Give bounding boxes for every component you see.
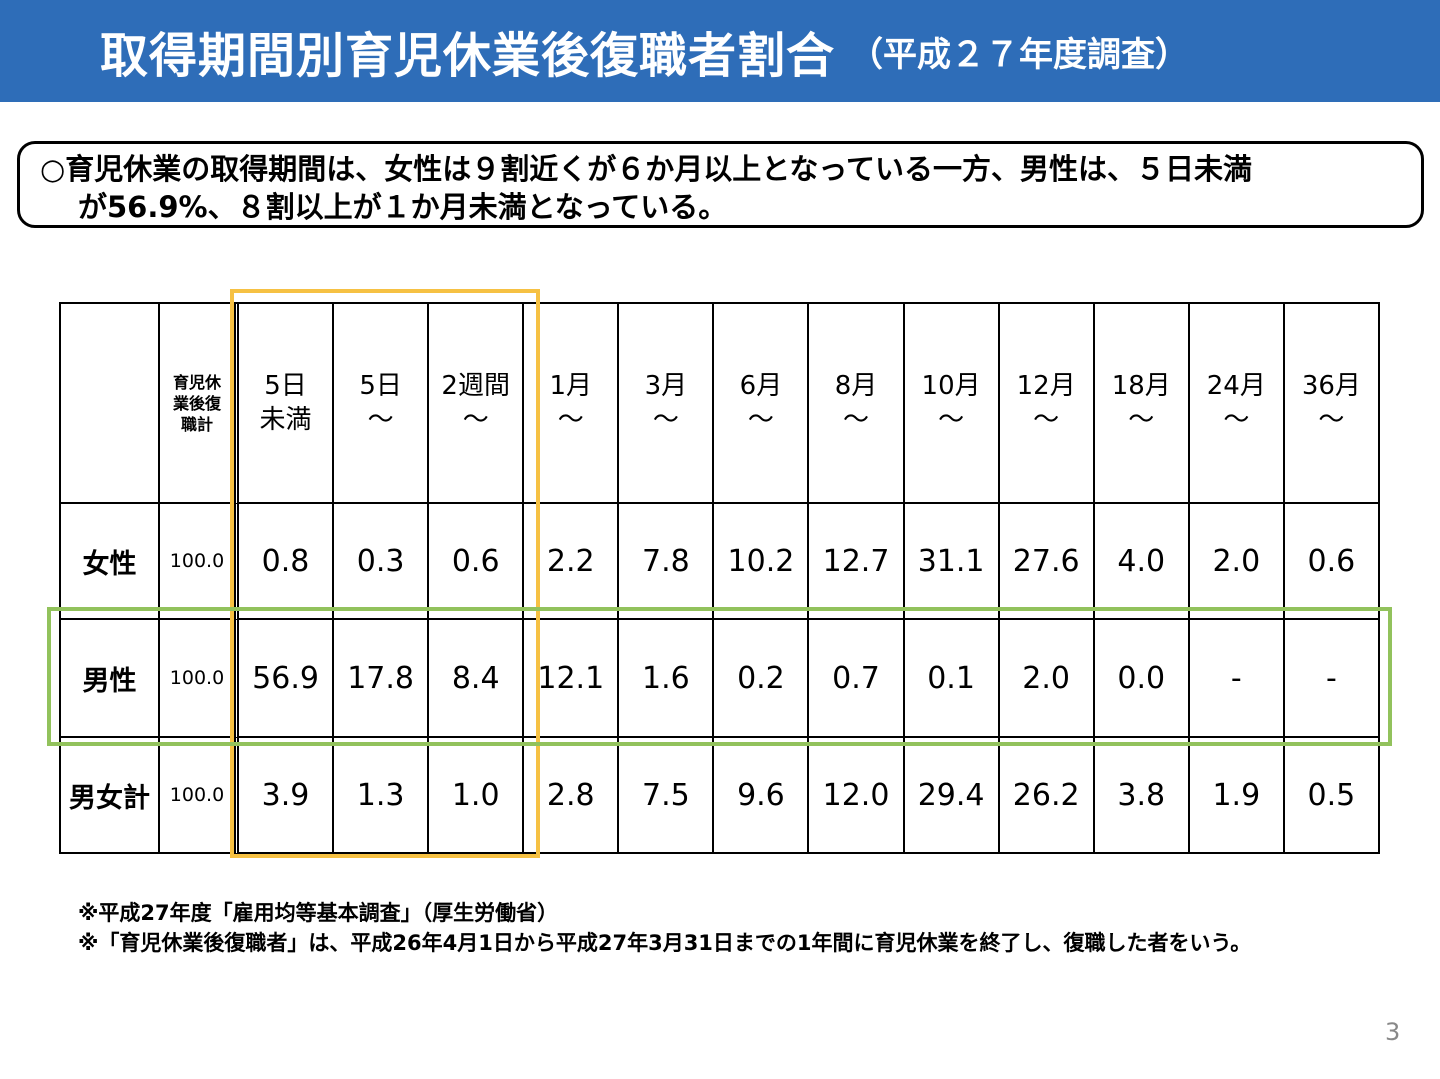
page-number: 3 bbox=[1385, 1018, 1401, 1046]
period-header-line: 18月 bbox=[1111, 371, 1171, 401]
period-header-line: 〜 bbox=[747, 405, 774, 435]
period-header-line: 5日 bbox=[264, 371, 307, 401]
period-header-line: 8月 bbox=[834, 371, 878, 401]
title-bar: 取得期間別育児休業後復職者割合 （平成２７年度調査） bbox=[0, 0, 1440, 102]
period-header: 6月〜 bbox=[714, 304, 810, 504]
period-header: 3月〜 bbox=[619, 304, 715, 504]
value-cell: 10.2 bbox=[714, 504, 810, 620]
value-cell: 7.8 bbox=[619, 504, 715, 620]
summary-box: ○育児休業の取得期間は、女性は９割近くが６か月以上となっている一方、男性は、５日… bbox=[17, 141, 1424, 228]
value-cell: - bbox=[1189, 620, 1285, 738]
value-cell: 29.4 bbox=[904, 738, 1000, 854]
value-cell: 0.2 bbox=[714, 620, 810, 738]
period-header-line: 未満 bbox=[259, 405, 312, 435]
period-header-line: 6月 bbox=[739, 371, 783, 401]
period-header-line: 36月 bbox=[1301, 371, 1361, 401]
summary-line-1: ○育児休業の取得期間は、女性は９割近くが６か月以上となっている一方、男性は、５日… bbox=[40, 152, 1252, 186]
value-cell: 0.6 bbox=[1284, 504, 1380, 620]
period-header: 18月〜 bbox=[1094, 304, 1190, 504]
period-header-line: 〜 bbox=[1033, 405, 1060, 435]
row-total: 100.0 bbox=[160, 504, 239, 620]
value-cell: 0.3 bbox=[334, 504, 430, 620]
male-row-highlight bbox=[47, 607, 1392, 746]
total-header-line: 業後復 bbox=[172, 393, 221, 413]
value-cell: 2.2 bbox=[524, 504, 620, 620]
value-cell: 26.2 bbox=[999, 738, 1095, 854]
period-header: 8月〜 bbox=[809, 304, 905, 504]
page-subtitle: （平成２７年度調査） bbox=[849, 34, 1190, 75]
value-cell: 8.4 bbox=[429, 620, 525, 738]
value-cell: 0.7 bbox=[809, 620, 905, 738]
value-cell: 3.8 bbox=[1094, 738, 1190, 854]
value-cell: 1.0 bbox=[429, 738, 525, 854]
period-header-line: 2週間 bbox=[441, 371, 510, 401]
summary-line-2: が56.9%、８割以上が１か月未満となっている。 bbox=[78, 190, 728, 224]
period-header-line: 10月 bbox=[921, 371, 981, 401]
value-cell: - bbox=[1284, 620, 1380, 738]
row-label: 女性 bbox=[61, 504, 160, 620]
period-header: 2週間〜 bbox=[429, 304, 525, 504]
period-header-line: 〜 bbox=[1318, 405, 1345, 435]
period-header: 5日未満 bbox=[239, 304, 335, 504]
value-cell: 7.5 bbox=[619, 738, 715, 854]
value-cell: 12.7 bbox=[809, 504, 905, 620]
footnote-definition: ※「育児休業後復職者」は、平成26年4月1日から平成27年3月31日までの1年間… bbox=[78, 931, 1252, 955]
row-total: 100.0 bbox=[160, 620, 239, 738]
value-cell: 1.3 bbox=[334, 738, 430, 854]
row-label: 男女計 bbox=[61, 738, 160, 854]
corner-cell bbox=[61, 304, 160, 504]
footnote-source: ※平成27年度「雇用均等基本調査」（厚生労働省） bbox=[78, 901, 559, 925]
period-header-line: 24月 bbox=[1206, 371, 1266, 401]
period-header-line: 〜 bbox=[652, 405, 679, 435]
period-header: 12月〜 bbox=[999, 304, 1095, 504]
period-header: 5日〜 bbox=[334, 304, 430, 504]
value-cell: 2.0 bbox=[999, 620, 1095, 738]
period-header: 36月〜 bbox=[1284, 304, 1380, 504]
period-header-line: 1月 bbox=[549, 371, 593, 401]
period-header: 24月〜 bbox=[1189, 304, 1285, 504]
value-cell: 27.6 bbox=[999, 504, 1095, 620]
short-period-highlight bbox=[230, 289, 540, 858]
period-header-line: 〜 bbox=[1223, 405, 1250, 435]
period-header-line: 〜 bbox=[367, 405, 394, 435]
value-cell: 0.8 bbox=[239, 504, 335, 620]
value-cell: 56.9 bbox=[239, 620, 335, 738]
value-cell: 1.6 bbox=[619, 620, 715, 738]
total-header: 育児休 業後復 職計 bbox=[160, 304, 239, 504]
value-cell: 0.0 bbox=[1094, 620, 1190, 738]
leave-period-table: 育児休 業後復 職計 5日 未満 5日〜 2週間〜 1月〜 3月〜 6月〜 8月〜 10月〜 12月〜 1… bbox=[59, 302, 1380, 854]
value-cell: 12.0 bbox=[809, 738, 905, 854]
period-header-line: 〜 bbox=[1128, 405, 1155, 435]
row-label: 男性 bbox=[61, 620, 160, 738]
value-cell: 3.9 bbox=[239, 738, 335, 854]
period-header-line: 3月 bbox=[644, 371, 688, 401]
value-cell: 0.6 bbox=[429, 504, 525, 620]
page-title: 取得期間別育児休業後復職者割合 bbox=[100, 28, 836, 84]
period-header-line: 〜 bbox=[938, 405, 965, 435]
value-cell: 1.9 bbox=[1189, 738, 1285, 854]
value-cell: 4.0 bbox=[1094, 504, 1190, 620]
footnotes: ※平成27年度「雇用均等基本調査」（厚生労働省） ※「育児休業後復職者」は、平成… bbox=[78, 898, 1251, 958]
period-header-line: 〜 bbox=[843, 405, 870, 435]
total-header-line: 職計 bbox=[180, 414, 213, 434]
value-cell: 2.0 bbox=[1189, 504, 1285, 620]
value-cell: 0.5 bbox=[1284, 738, 1380, 854]
period-header: 10月〜 bbox=[904, 304, 1000, 504]
value-cell: 12.1 bbox=[524, 620, 620, 738]
period-header-line: 12月 bbox=[1016, 371, 1076, 401]
period-header-line: 5日 bbox=[359, 371, 402, 401]
value-cell: 2.8 bbox=[524, 738, 620, 854]
value-cell: 9.6 bbox=[714, 738, 810, 854]
value-cell: 31.1 bbox=[904, 504, 1000, 620]
total-header-line: 育児休 bbox=[172, 372, 221, 392]
value-cell: 17.8 bbox=[334, 620, 430, 738]
period-header-line: 〜 bbox=[557, 405, 584, 435]
period-header-line: 〜 bbox=[462, 405, 489, 435]
value-cell: 0.1 bbox=[904, 620, 1000, 738]
row-total: 100.0 bbox=[160, 738, 239, 854]
period-header: 1月〜 bbox=[524, 304, 620, 504]
